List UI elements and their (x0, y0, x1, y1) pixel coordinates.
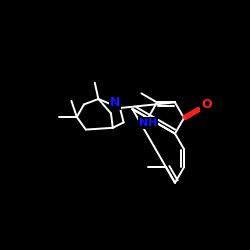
Text: N: N (110, 96, 120, 108)
Text: O: O (201, 98, 212, 112)
Text: NH: NH (139, 118, 157, 128)
